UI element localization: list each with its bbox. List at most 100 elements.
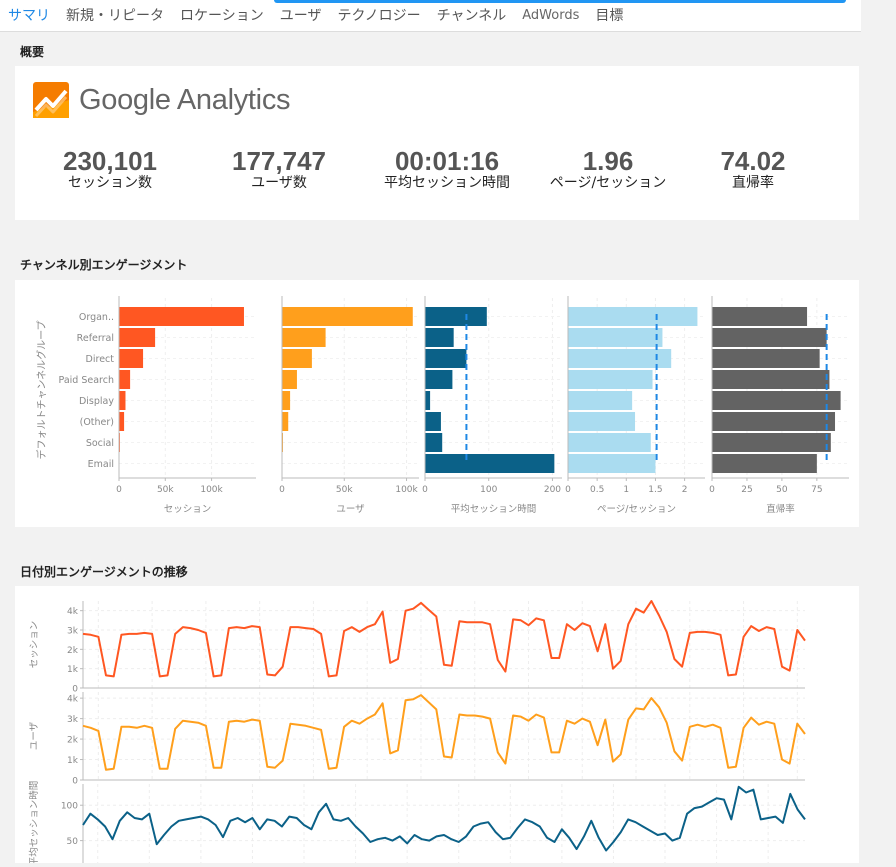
bar (712, 412, 836, 431)
google-analytics-logo: Google Analytics (33, 82, 291, 118)
bar (712, 307, 808, 326)
x-tick-label: 50 (776, 485, 788, 495)
logo-text: Google Analytics (79, 83, 291, 116)
tab-summary[interactable]: サマリ (8, 8, 50, 24)
bar (425, 412, 441, 431)
bar (712, 454, 817, 473)
date-engagement-chart: 0 1k 2k 3k 4k セッション 0 1k 2k 3k 4k ユーザ 50 100 平均セッション時間 (28, 600, 806, 867)
tab-location[interactable]: ロケーション (180, 8, 264, 24)
kpi-bounce-rate: 74.02 直帰率 (683, 148, 823, 192)
date-chart-card: 0 1k 2k 3k 4k セッション 0 1k 2k 3k 4k ユーザ 50 100 平均セッション時間 (15, 586, 859, 867)
bar (282, 349, 312, 368)
x-tick-label: 25 (741, 485, 752, 495)
bar (119, 391, 126, 410)
series-line (82, 600, 806, 678)
bar (119, 328, 156, 347)
series-line (82, 785, 806, 852)
bar (119, 412, 125, 431)
x-tick-label: 0 (709, 485, 715, 495)
category-label: Display (79, 396, 114, 407)
tab-new-returning[interactable]: 新規・リピータ (66, 8, 164, 24)
y-axis-label: セッション (29, 621, 40, 669)
x-axis-label: 直帰率 (766, 503, 795, 515)
x-tick-label: 0.5 (590, 485, 604, 495)
bar (712, 328, 827, 347)
x-tick-label: 0 (279, 485, 285, 495)
bar (425, 328, 454, 347)
category-label: Direct (86, 354, 115, 365)
kpi-label: 直帰率 (732, 175, 774, 191)
bar (282, 307, 413, 326)
kpi-label: ユーザ数 (251, 175, 307, 191)
bar (425, 349, 467, 368)
bar (119, 307, 244, 326)
x-axis-label: ユーザ (336, 504, 365, 515)
x-tick-label: 1 (623, 485, 629, 495)
bar (425, 370, 453, 389)
bar (282, 391, 291, 410)
overview-section-title: 概要 (20, 45, 45, 59)
y-tick-label: 3k (67, 715, 79, 725)
bar (712, 349, 820, 368)
kpi-pages-per-session: 1.96 ページ/セッション (538, 148, 678, 192)
x-tick-label: 0 (116, 485, 122, 495)
kpi-label: ページ/セッション (549, 175, 667, 191)
y-tick-label: 2k (67, 646, 79, 656)
kpi-value: 1.96 (582, 146, 634, 176)
bar (425, 454, 555, 473)
x-tick-label: 50k (157, 485, 174, 495)
channel-section-title: チャンネル別エンゲージメント (20, 258, 188, 272)
tab-adwords[interactable]: AdWords (522, 8, 580, 23)
bar (712, 370, 830, 389)
y-tick-label: 1k (67, 756, 79, 766)
y-tick-label: 100 (61, 802, 78, 812)
category-label: Paid Search (59, 375, 114, 386)
kpi-label: 平均セッション時間 (384, 175, 510, 191)
kpi-avg-session-time: 00:01:16 平均セッション時間 (377, 148, 517, 192)
x-axis-label: セッション (164, 504, 212, 515)
x-tick-label: 0 (422, 485, 428, 495)
x-tick-label: 50k (336, 485, 353, 495)
bar (568, 454, 656, 473)
bar (282, 412, 289, 431)
overview-card: Google Analytics 230,101 セッション数 177,747 … (15, 66, 859, 220)
kpi-label: セッション数 (68, 175, 152, 191)
bar (568, 307, 698, 326)
y-axis-label: 平均セッション時間 (28, 781, 40, 863)
date-section-title: 日付別エンゲージメントの推移 (20, 565, 188, 579)
bar (568, 328, 663, 347)
y-tick-label: 4k (67, 607, 79, 617)
category-label: Social (86, 438, 114, 449)
y-tick-label: 1k (67, 665, 79, 675)
channel-chart-card: デフォルトチャンネルグループ Organ.. Referral Direct Paid … (15, 280, 859, 527)
bar (119, 349, 144, 368)
bar (568, 391, 633, 410)
x-tick-label: 75 (811, 485, 822, 495)
kpi-users: 177,747 ユーザ数 (209, 148, 349, 192)
bar (568, 412, 636, 431)
x-tick-label: 0 (565, 485, 571, 495)
tab-channel[interactable]: チャンネル (436, 8, 507, 24)
y-tick-label: 3k (67, 627, 79, 637)
y-tick-label: 50 (67, 837, 79, 847)
bar (425, 391, 431, 410)
bar (568, 433, 651, 452)
x-axis-label: ページ/セッション (597, 504, 676, 515)
kpi-sessions: 230,101 セッション数 (40, 148, 180, 192)
tab-goals[interactable]: 目標 (595, 8, 624, 24)
category-label: Referral (77, 333, 114, 344)
tab-users[interactable]: ユーザ (279, 8, 322, 24)
y-tick-label: 0 (72, 777, 78, 787)
scrollbar-track[interactable] (861, 0, 896, 863)
y-tick-label: 0 (72, 685, 78, 695)
kpi-value: 230,101 (63, 146, 157, 176)
kpi-value: 00:01:16 (394, 146, 500, 176)
bar (712, 433, 831, 452)
category-label: Organ.. (79, 312, 114, 323)
bar (568, 349, 672, 368)
bar (425, 433, 443, 452)
category-label: (Other) (80, 417, 114, 428)
tab-technology[interactable]: テクノロジー (337, 8, 421, 24)
x-tick-label: 1.5 (648, 485, 662, 495)
y-axis-label: デフォルトチャンネルグループ (35, 320, 48, 459)
